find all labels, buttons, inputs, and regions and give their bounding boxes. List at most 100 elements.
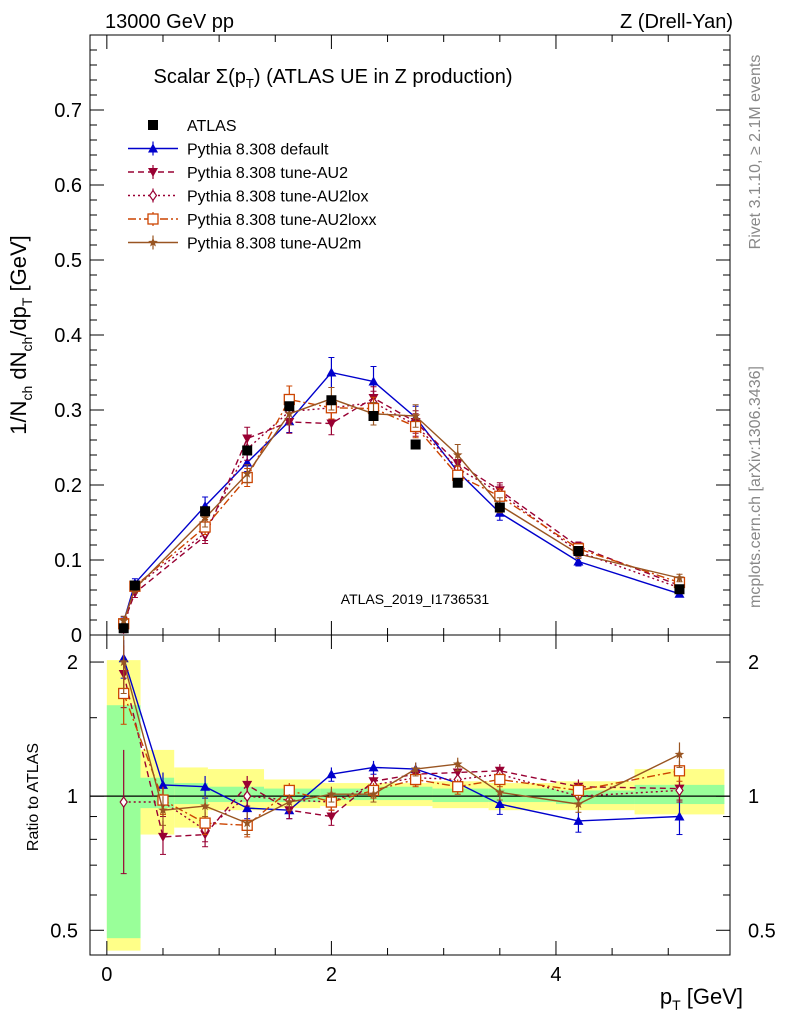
data-point: [368, 411, 379, 421]
ratio-point: [242, 803, 253, 813]
ratio-point: [242, 790, 252, 803]
ratio-series-line: [123, 673, 680, 838]
data-point: [452, 477, 463, 488]
ratio-point: [157, 832, 168, 842]
stat-band-bin: [174, 783, 208, 805]
mcplots-source-label: mcplots.cern.ch [arXiv:1306.3436]: [747, 366, 764, 608]
series-line: [123, 397, 680, 624]
legend-label: ATLAS: [187, 118, 237, 135]
legend-label: Pythia 8.308 tune-AU2: [187, 165, 348, 182]
legend-item: Pythia 8.308 tune-AU2lox: [128, 188, 368, 206]
header-left-label: 13000 GeV pp: [105, 11, 234, 33]
main-y-tick-label: 0.6: [54, 175, 82, 197]
x-tick-label: 2: [326, 964, 337, 986]
legend-marker: [148, 168, 158, 177]
ratio-point: [674, 749, 685, 759]
ratio-series-line: [123, 661, 680, 824]
main-y-axis-label: 1/Nch dNch/dpT [GeV]: [6, 235, 35, 435]
ratio-point: [119, 796, 128, 809]
ratio-point: [572, 784, 585, 797]
ratio-point: [494, 799, 505, 809]
x-tick-label: 4: [550, 964, 561, 986]
ratio-point: [452, 781, 464, 793]
ratio-series-line: [123, 773, 680, 831]
data-point: [453, 450, 463, 459]
data-point: [573, 556, 584, 566]
ratio-point: [242, 780, 253, 790]
main-plot-title: Scalar Σ(pT) (ATLAS UE in Z production): [154, 66, 513, 91]
data-point: [326, 367, 337, 377]
data-point: [410, 439, 421, 450]
x-tick-label: 0: [101, 964, 112, 986]
ratio-series-line: [123, 693, 680, 827]
legend-item: ATLAS: [148, 118, 237, 135]
legend-label: Pythia 8.308 default: [187, 142, 329, 159]
legend: ATLAS Pythia 8.308 default Pythia 8.308 tu…: [128, 118, 376, 253]
ratio-point: [283, 784, 295, 797]
ratio-plot-area: 0.5 0.5 1 1 2 2 0 2 4: [50, 634, 776, 986]
ratio-point: [200, 801, 210, 811]
legend-label: Pythia 8.308 tune-AU2loxx: [187, 212, 376, 229]
data-point: [129, 580, 140, 591]
ratio-point: [158, 805, 168, 815]
data-point: [674, 584, 685, 595]
ratio-point: [494, 773, 506, 786]
ratio-point: [242, 818, 252, 828]
legend-marker: [147, 213, 159, 225]
ratio-point: [200, 781, 211, 791]
data-point: [242, 445, 253, 456]
data-point: [674, 573, 685, 582]
ratio-point: [453, 759, 463, 769]
ratio-point: [410, 764, 421, 774]
main-y-tick-label: 0.2: [54, 475, 82, 497]
ratio-y-tick-label-right: 2: [748, 652, 759, 674]
legend-item: Pythia 8.308 tune-AU2loxx: [128, 212, 376, 229]
ratio-series-line: [123, 657, 680, 822]
legend-label: Pythia 8.308 tune-AU2m: [187, 236, 361, 253]
legend-item: Pythia 8.308 tune-AU2: [128, 165, 348, 182]
main-plot-area: 0 0.1 0.2 0.3 0.4 0.5 0.6 0.7: [54, 34, 731, 647]
ratio-point: [675, 784, 684, 797]
ratio-y-tick-label: 1: [67, 786, 78, 808]
legend-marker: [148, 237, 158, 247]
main-y-tick-label: 0: [71, 625, 82, 647]
data-point: [284, 408, 295, 418]
header-right-label: Z (Drell-Yan): [620, 11, 733, 33]
main-y-tick-label: 0.5: [54, 250, 82, 272]
ratio-uncertainty-bands: [106, 660, 725, 951]
ratio-point: [199, 817, 211, 829]
ratio-series-pythia-8-308-tune-au2m: [118, 635, 685, 836]
ratio-point: [157, 779, 168, 789]
data-point: [494, 502, 505, 513]
ratio-point: [326, 789, 337, 799]
legend-item: Pythia 8.308 default: [128, 141, 329, 159]
series-line: [123, 398, 680, 625]
ratio-y-axis-label: Ratio to ATLAS: [25, 743, 42, 851]
ratio-point: [495, 787, 505, 797]
ratio-point: [326, 769, 337, 779]
data-point: [326, 395, 337, 406]
data-point: [284, 401, 295, 412]
legend-item: Pythia 8.308 tune-AU2m: [128, 235, 361, 253]
ratio-plot-frame: [89, 634, 731, 956]
data-point: [242, 468, 252, 478]
ratio-y-tick-label-right: 1: [748, 786, 759, 808]
legend-marker: [148, 189, 158, 202]
data-point: [200, 513, 210, 522]
x-axis-label: pT [GeV]: [660, 984, 743, 1013]
main-y-tick-label: 0.3: [54, 400, 82, 422]
data-point: [200, 506, 211, 517]
stat-band-bin: [376, 786, 433, 801]
legend-marker: [148, 120, 158, 130]
ratio-point: [573, 799, 584, 809]
ratio-point: [674, 811, 685, 821]
ratio-point: [368, 789, 379, 799]
ratio-point: [284, 797, 295, 807]
main-y-tick-label: 0.4: [54, 325, 82, 347]
data-point: [118, 623, 129, 634]
main-y-tick-label: 0.1: [54, 550, 82, 572]
data-point: [368, 376, 379, 386]
series-line: [123, 401, 680, 629]
legend-marker: [148, 143, 158, 153]
